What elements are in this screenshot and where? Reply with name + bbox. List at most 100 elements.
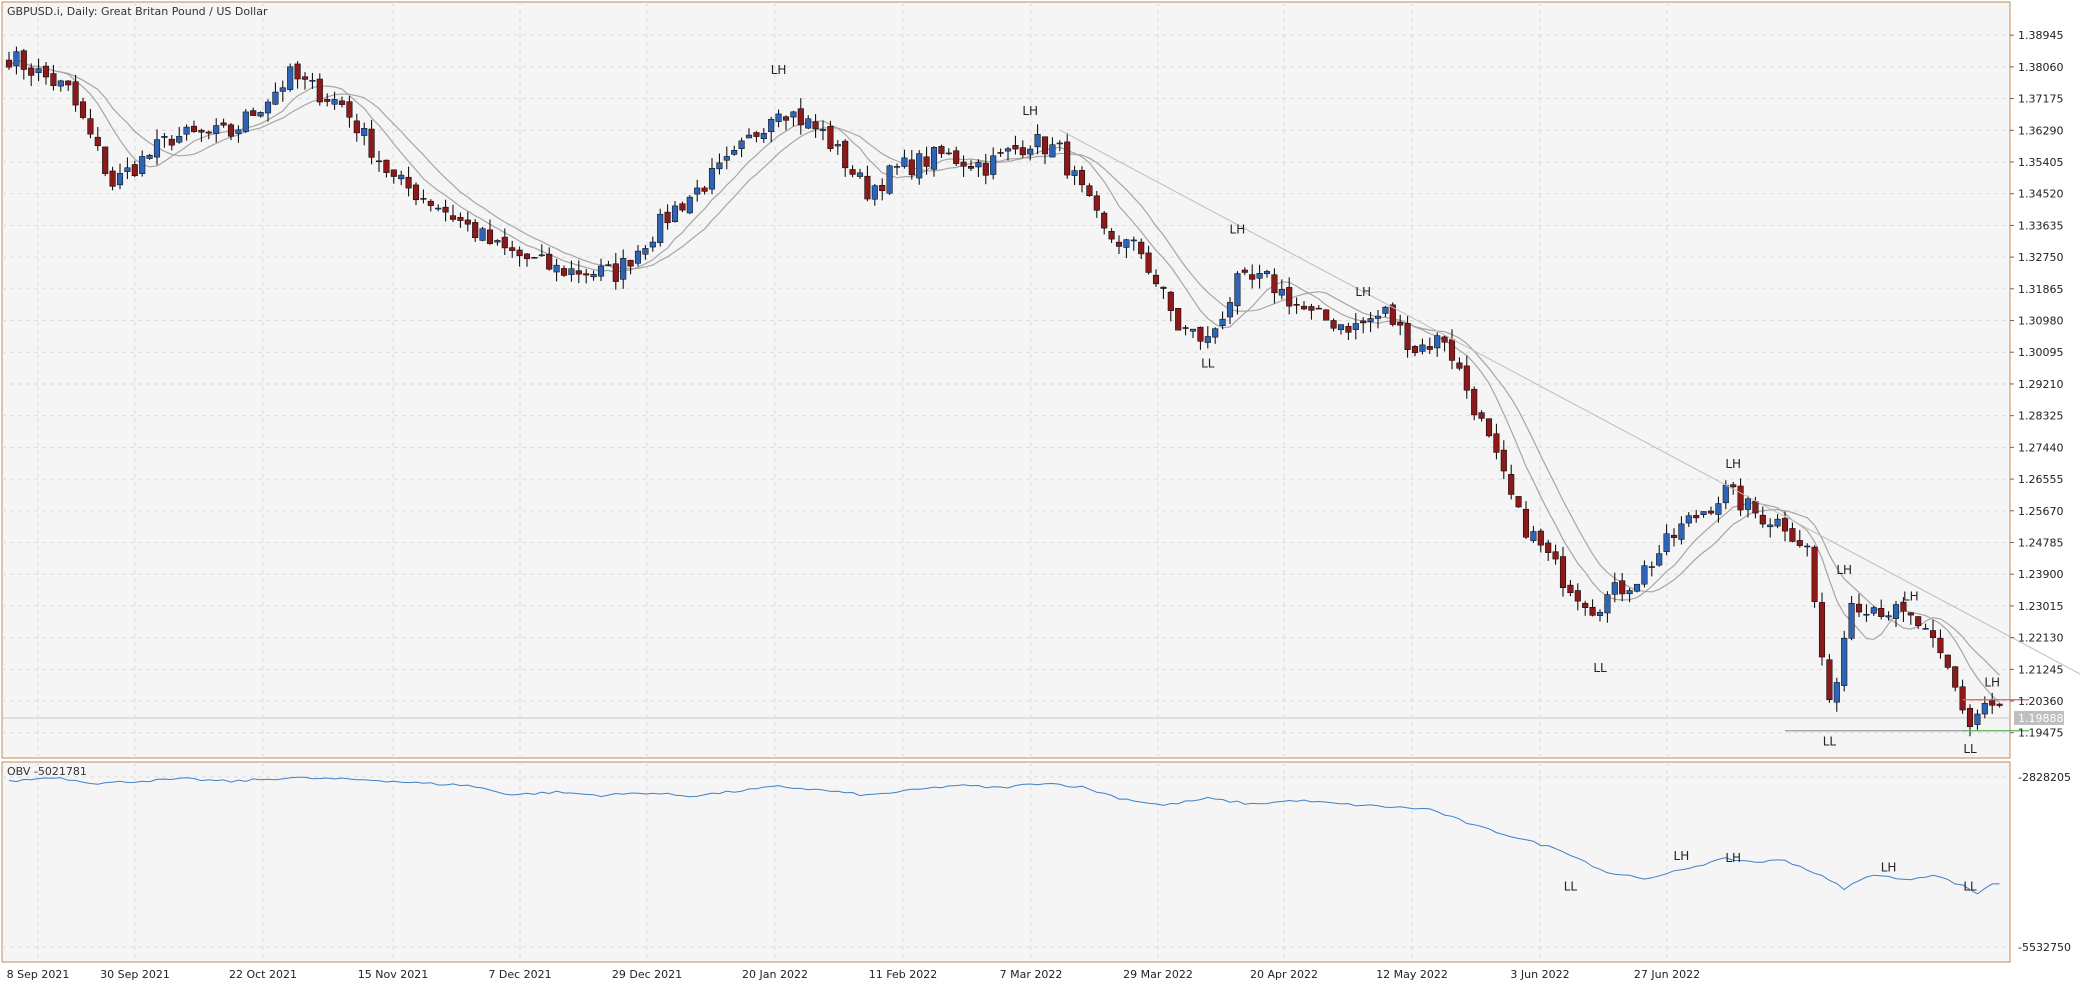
y-tick-label: 1.26555 xyxy=(2018,473,2064,486)
candle-body xyxy=(309,80,316,82)
candle-body xyxy=(945,152,952,155)
candle-body xyxy=(1241,269,1248,273)
candle-body xyxy=(183,126,190,135)
candle-body xyxy=(568,268,575,275)
candle-body xyxy=(760,133,767,139)
y-tick-label: 1.32750 xyxy=(2018,251,2064,264)
candle-body xyxy=(79,101,87,118)
candle-body xyxy=(642,248,649,255)
pattern-label: LH xyxy=(1355,285,1371,299)
candle-body xyxy=(775,113,782,122)
candle-body xyxy=(605,264,612,266)
pattern-label: LH xyxy=(1022,104,1038,118)
candle-body xyxy=(494,240,501,243)
obv-pattern-label: LH xyxy=(1674,849,1690,863)
candle-body xyxy=(1493,433,1500,453)
candle-body xyxy=(597,265,605,277)
x-tick-label: 20 Jan 2022 xyxy=(742,968,808,981)
candle-body xyxy=(1744,498,1752,510)
candle-body xyxy=(731,150,738,155)
candle-body xyxy=(1064,141,1071,176)
candle-body xyxy=(1145,252,1152,273)
candle-body xyxy=(871,185,878,200)
pattern-label: LH xyxy=(771,63,787,77)
candle-body xyxy=(1219,318,1226,326)
candle-body xyxy=(1374,315,1382,319)
pattern-label: LH xyxy=(1836,563,1852,577)
candle-body xyxy=(1826,659,1833,700)
candle-body xyxy=(50,73,57,86)
candle-body xyxy=(1293,304,1300,306)
candle-body xyxy=(893,166,901,168)
candle-body xyxy=(834,144,841,147)
candle-body xyxy=(649,241,656,248)
candle-body xyxy=(1352,323,1359,330)
candle-body xyxy=(116,173,124,186)
obv-pane[interactable] xyxy=(1,761,2011,963)
candle-body xyxy=(1522,508,1530,538)
y-tick-label: 1.35405 xyxy=(2018,156,2064,169)
candle-body xyxy=(620,258,627,280)
candle-body xyxy=(1508,474,1515,495)
candle-body xyxy=(1382,306,1389,314)
candle-body xyxy=(501,236,508,249)
pattern-label: LH xyxy=(1725,457,1741,471)
candle-body xyxy=(131,164,138,177)
y-tick-label: 1.36290 xyxy=(2018,124,2064,137)
candle-body xyxy=(1041,136,1049,155)
candle-body xyxy=(435,207,442,210)
candle-body xyxy=(1019,147,1026,156)
candle-body xyxy=(1878,608,1885,617)
candle-body xyxy=(1093,195,1100,211)
candle-body xyxy=(790,111,797,118)
candle-body xyxy=(35,68,42,73)
candle-body xyxy=(1796,540,1803,546)
candle-body xyxy=(923,156,930,167)
price-pane[interactable] xyxy=(1,1,2011,759)
candle-body xyxy=(701,187,708,192)
y-tick-label: 1.30980 xyxy=(2018,315,2064,328)
candle-body xyxy=(553,264,560,273)
x-tick-label: 29 Dec 2021 xyxy=(612,968,682,981)
candle-body xyxy=(420,198,427,200)
candle-body xyxy=(1078,170,1086,186)
candle-body xyxy=(805,118,812,129)
candle-body xyxy=(1870,607,1877,614)
candle-body xyxy=(1012,145,1019,150)
candle-body xyxy=(324,99,331,102)
candle-body xyxy=(967,165,975,169)
candle-body xyxy=(1959,686,1966,711)
candle-body xyxy=(1256,273,1263,279)
obv-pattern-label: LH xyxy=(1881,860,1897,874)
candle-body xyxy=(1693,515,1700,519)
trendline xyxy=(1059,129,2080,675)
pattern-label: LL xyxy=(1201,357,1215,371)
candle-body xyxy=(1752,500,1759,514)
candle-body xyxy=(1700,511,1707,516)
candle-body xyxy=(1804,545,1811,548)
candle-body xyxy=(1278,288,1285,296)
candle-body xyxy=(1182,327,1189,329)
candle-body xyxy=(1108,230,1115,240)
candle-body xyxy=(1389,304,1396,325)
candle-body xyxy=(198,129,205,133)
candle-body xyxy=(176,136,183,143)
candle-body xyxy=(57,80,64,87)
candle-body xyxy=(1781,517,1789,532)
candle-body xyxy=(531,257,538,259)
candle-body xyxy=(28,67,35,76)
candle-body xyxy=(1789,528,1796,542)
candle-body xyxy=(168,138,175,146)
candle-body xyxy=(287,66,294,90)
y-tick-label: 1.34520 xyxy=(2018,188,2064,201)
candle-body xyxy=(1330,320,1337,329)
candle-body xyxy=(1648,566,1655,568)
candle-body xyxy=(375,160,383,163)
y-tick-label: 1.21245 xyxy=(2018,663,2064,676)
candle-body xyxy=(1027,148,1034,155)
obv-title: OBV -5021781 xyxy=(7,765,87,778)
pattern-label: LH xyxy=(1903,590,1919,604)
candle-body xyxy=(708,168,716,190)
